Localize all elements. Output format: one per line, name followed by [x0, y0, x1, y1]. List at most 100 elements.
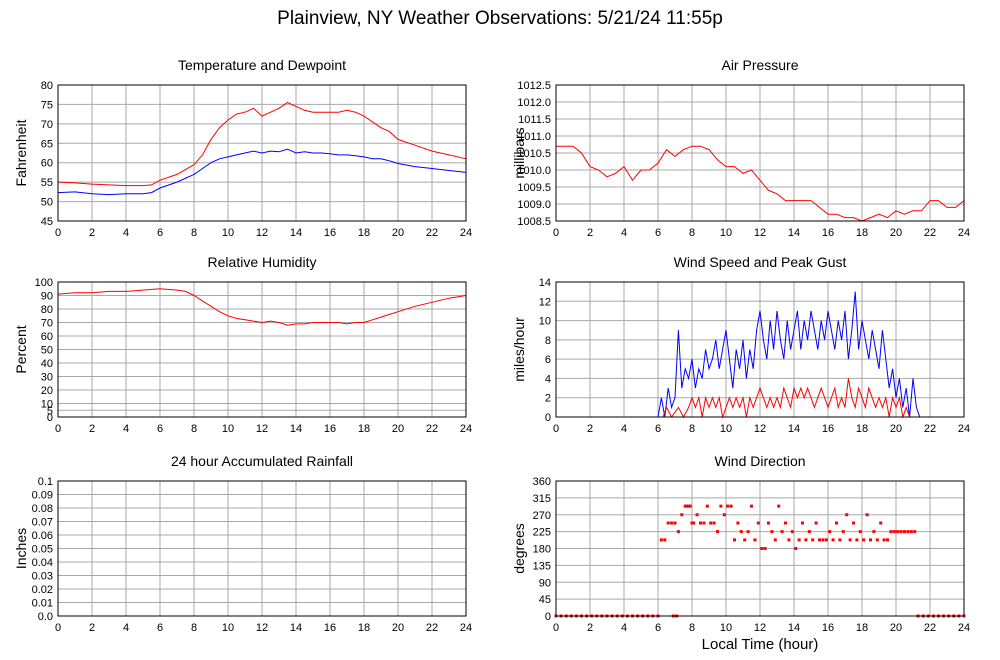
y-tick-label: 90	[539, 577, 551, 589]
data-point	[712, 521, 716, 525]
x-tick-label: 6	[157, 423, 163, 435]
y-tick-label: 4	[545, 373, 551, 385]
y-tick-label: 70	[41, 119, 53, 131]
x-tick-label: 10	[720, 423, 732, 435]
y-tick-label: 135	[533, 560, 551, 572]
data-point	[683, 504, 687, 508]
x-tick-label: 6	[655, 622, 661, 634]
data-point	[824, 538, 828, 542]
x-tick-label: 2	[587, 423, 593, 435]
plot-frame	[57, 84, 467, 222]
data-point	[716, 530, 719, 534]
series-line-2	[57, 148, 467, 196]
data-point	[726, 504, 730, 508]
x-tick-label: 10	[720, 227, 732, 239]
data-point	[909, 530, 913, 534]
data-point	[666, 521, 670, 525]
x-tick-label: 24	[460, 423, 472, 435]
x-tick-label: 6	[655, 423, 661, 435]
data-point	[852, 521, 855, 525]
x-tick-label: 14	[788, 622, 800, 634]
x-tick-label: 20	[392, 423, 404, 435]
data-point	[879, 521, 883, 525]
y-tick-label: 20	[41, 385, 53, 397]
data-point	[673, 521, 677, 525]
data-point	[865, 513, 869, 517]
data-point	[688, 504, 692, 508]
x-tick-label: 12	[754, 622, 766, 634]
data-point	[705, 504, 709, 508]
x-tick-label: 22	[924, 227, 936, 239]
data-point	[753, 538, 757, 542]
data-point	[787, 538, 791, 542]
data-point	[862, 538, 866, 542]
chart-title: Wind Speed and Peak Gust	[674, 254, 847, 270]
y-tick-label: 5	[47, 405, 53, 417]
x-tick-label: 18	[358, 622, 370, 634]
y-tick-label: 1010.5	[517, 148, 551, 160]
y-axis-label: degrees	[511, 523, 527, 574]
y-tick-label: 0.09	[32, 490, 53, 502]
y-tick-label: 45	[539, 594, 551, 606]
plot-frame	[57, 281, 467, 418]
x-axis-label: Local Time (hour)	[701, 636, 819, 653]
x-tick-label: 12	[754, 227, 766, 239]
data-point	[821, 538, 825, 542]
data-point	[794, 547, 798, 550]
plot-frame	[555, 84, 965, 222]
y-tick-label: 2	[545, 393, 551, 405]
x-tick-label: 18	[358, 227, 370, 239]
y-tick-label: 0.02	[32, 584, 53, 596]
data-point	[807, 530, 811, 534]
y-axis-label: millibars	[511, 127, 527, 178]
data-point	[719, 504, 723, 508]
data-point	[906, 530, 910, 534]
x-tick-label: 6	[157, 227, 163, 239]
page-title: Plainview, NY Weather Observations: 5/21…	[277, 8, 723, 29]
data-point	[692, 521, 696, 525]
y-tick-label: 10	[539, 316, 551, 328]
y-tick-label: 60	[41, 331, 53, 343]
chart-title: Relative Humidity	[208, 254, 317, 270]
data-point	[659, 538, 663, 542]
x-tick-label: 6	[157, 622, 163, 634]
x-tick-label: 2	[587, 622, 593, 634]
y-tick-label: 0.1	[38, 476, 53, 488]
series-line-1	[57, 101, 467, 187]
x-tick-label: 12	[256, 622, 268, 634]
y-axis-label: Fahrenheit	[13, 119, 29, 186]
data-point	[790, 530, 794, 534]
y-tick-label: 6	[545, 354, 551, 366]
x-tick-label: 18	[358, 423, 370, 435]
data-point	[663, 538, 667, 542]
data-point	[886, 538, 889, 542]
x-tick-label: 12	[256, 423, 268, 435]
data-point	[699, 521, 702, 525]
x-tick-label: 4	[123, 622, 129, 634]
y-tick-label: 0.07	[32, 517, 53, 529]
chart-title: Wind Direction	[714, 453, 805, 469]
y-tick-label: 0.0	[38, 611, 53, 623]
plot-frame	[555, 281, 965, 418]
x-tick-label: 14	[290, 423, 302, 435]
x-tick-label: 12	[256, 227, 268, 239]
x-tick-label: 8	[689, 423, 695, 435]
y-tick-label: 8	[545, 335, 551, 347]
x-tick-label: 4	[123, 227, 129, 239]
x-tick-label: 0	[553, 622, 559, 634]
data-point	[869, 538, 872, 542]
y-axis-label: Percent	[13, 325, 29, 373]
data-point	[892, 530, 896, 534]
x-tick-label: 22	[924, 423, 936, 435]
y-axis-label: miles/hour	[511, 317, 527, 382]
data-point	[845, 513, 849, 517]
data-point	[773, 538, 777, 542]
x-tick-label: 8	[191, 423, 197, 435]
y-tick-label: 65	[41, 138, 53, 150]
data-point	[835, 521, 838, 525]
